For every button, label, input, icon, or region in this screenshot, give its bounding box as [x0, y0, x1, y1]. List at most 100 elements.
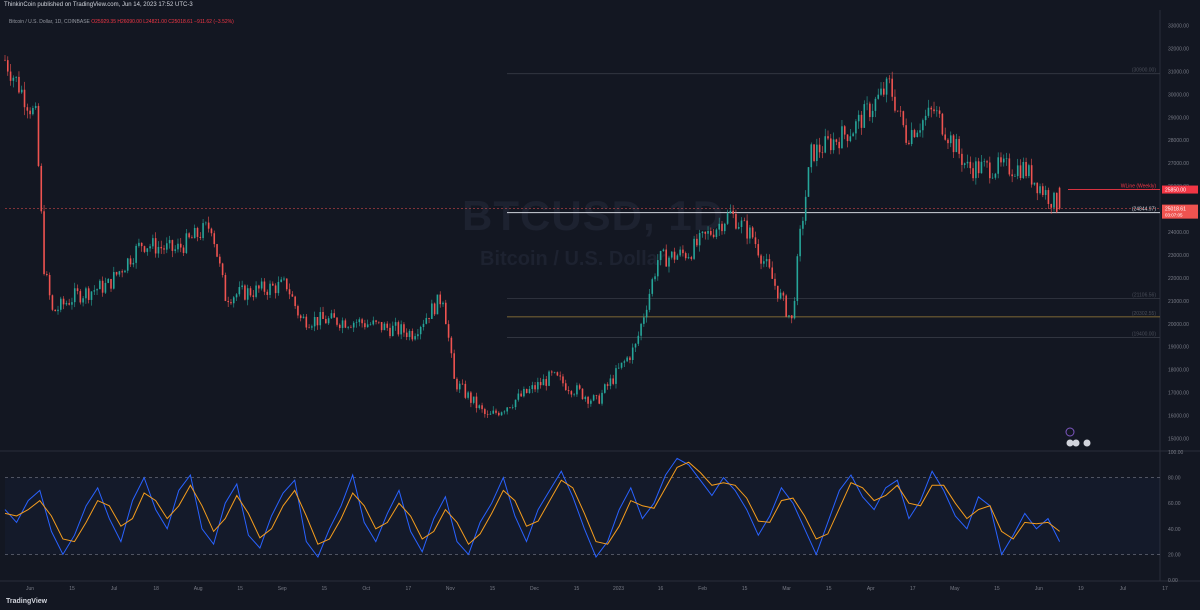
candle-body	[740, 220, 743, 227]
candle-body	[997, 157, 999, 174]
price-tick-label: 31000.00	[1168, 69, 1189, 75]
candle-body	[1039, 186, 1041, 194]
candle-body	[146, 248, 149, 252]
candle-body	[606, 384, 609, 386]
event-marker	[1065, 427, 1075, 437]
candle-body	[191, 237, 193, 239]
candle-body	[391, 325, 394, 337]
candle-body	[400, 324, 402, 335]
candle-body	[447, 324, 450, 338]
candle-body	[456, 378, 458, 390]
price-tick-label: 15000.00	[1168, 437, 1189, 443]
candle-body	[645, 309, 648, 318]
candle-body	[693, 238, 695, 259]
candle-body	[90, 291, 93, 300]
candle-body	[472, 396, 475, 403]
candle-body	[166, 243, 168, 250]
candle-body	[383, 323, 386, 331]
candle-body	[687, 257, 690, 259]
candle-body	[707, 230, 709, 234]
time-tick-label: 15	[69, 586, 75, 592]
candle-body	[188, 233, 190, 238]
candle-body	[57, 309, 59, 312]
candle-body	[336, 317, 338, 325]
candle-body	[824, 136, 827, 153]
candle-body	[670, 251, 673, 258]
candle-body	[922, 120, 924, 131]
candle-body	[414, 336, 416, 340]
candle-body	[375, 320, 377, 322]
price-tick-label: 20000.00	[1168, 322, 1189, 328]
candle-body	[930, 107, 933, 110]
candle-body	[710, 230, 712, 235]
candle-body	[364, 323, 366, 328]
candle-body	[394, 322, 397, 326]
time-tick-label: 17	[406, 586, 412, 592]
candle-body	[779, 292, 782, 299]
time-tick-label: 16	[658, 586, 664, 592]
candle-body	[65, 303, 68, 305]
candle-body	[1050, 204, 1052, 208]
price-tick-label: 21000.00	[1168, 299, 1189, 305]
event-marker	[1083, 439, 1091, 447]
candle-body	[634, 343, 637, 348]
candle-body	[85, 288, 87, 299]
candle-body	[949, 135, 952, 144]
candle-body	[308, 327, 310, 329]
candle-body	[751, 227, 754, 238]
candle-body	[498, 412, 500, 416]
time-tick-label: Jul	[111, 586, 117, 592]
candle-body	[726, 213, 729, 224]
candle-body	[425, 317, 428, 324]
candle-body	[592, 395, 595, 401]
candle-body	[168, 240, 171, 244]
candle-body	[562, 376, 564, 384]
osc-tick-label: 80.00	[1168, 476, 1181, 482]
candle-body	[503, 411, 506, 413]
candle-body	[347, 326, 349, 328]
name-watermark: Bitcoin / U.S. Dollar	[480, 248, 666, 270]
logo-text: TradingView	[6, 598, 48, 605]
candle-body	[350, 326, 352, 328]
candle-body	[966, 161, 969, 164]
candle-body	[246, 288, 249, 300]
candle-body	[782, 292, 785, 296]
candle-body	[15, 76, 17, 78]
candle-body	[470, 392, 472, 403]
candle-body	[673, 251, 676, 260]
candle-body	[34, 105, 37, 109]
candle-body	[617, 367, 620, 369]
candle-body	[910, 130, 913, 145]
candle-body	[913, 130, 916, 138]
candle-body	[450, 337, 453, 354]
price-tick-label: 24000.00	[1168, 230, 1189, 236]
candle-body	[291, 294, 294, 297]
candle-body	[528, 389, 531, 393]
time-tick-label: 18	[153, 586, 159, 592]
candle-body	[154, 238, 157, 254]
candle-body	[232, 297, 235, 304]
candle-body	[785, 295, 787, 317]
candle-body	[149, 246, 151, 249]
candle-body	[202, 223, 204, 239]
candle-body	[735, 213, 737, 229]
candle-body	[869, 103, 871, 118]
candle-body	[676, 255, 679, 260]
candle-body	[829, 138, 832, 151]
candle-body	[444, 302, 447, 325]
candle-body	[977, 161, 980, 174]
candle-body	[860, 114, 863, 128]
candle-body	[938, 110, 941, 114]
candle-body	[341, 320, 344, 328]
candle-body	[793, 300, 796, 319]
candle-body	[302, 316, 305, 319]
candle-body	[272, 283, 274, 286]
candle-body	[316, 317, 319, 326]
candle-body	[1011, 174, 1013, 177]
candle-body	[994, 173, 997, 178]
candle-body	[908, 142, 910, 145]
candle-body	[249, 288, 252, 296]
candle-body	[1002, 158, 1005, 163]
candle-body	[174, 249, 176, 251]
